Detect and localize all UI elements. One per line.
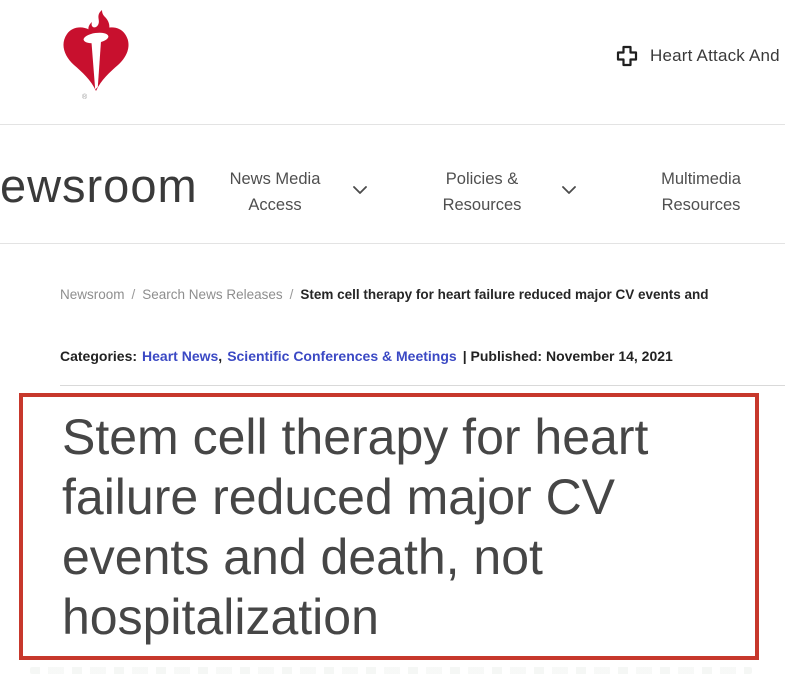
- header-divider: [0, 124, 785, 125]
- site-title[interactable]: Newsroom: [0, 159, 198, 212]
- breadcrumb-separator: /: [131, 287, 136, 302]
- annotation-highlight-box: [19, 393, 759, 660]
- nav-item-news-media-access[interactable]: News Media Access: [195, 166, 355, 218]
- cut-off-text: [30, 667, 752, 674]
- published-date: | Published: November 14, 2021: [462, 348, 673, 364]
- aha-logo[interactable]: ®: [62, 9, 130, 101]
- chevron-down-icon: [353, 186, 367, 194]
- breadcrumb-link-search-news-releases[interactable]: Search News Releases: [142, 287, 283, 302]
- nav-item-policies-resources[interactable]: Policies & Resources: [402, 166, 562, 218]
- chevron-down-icon: [562, 186, 576, 194]
- breadcrumb-separator: /: [289, 287, 294, 302]
- nav-item-label: Policies & Resources: [442, 170, 522, 214]
- article-meta: Categories: Heart News, Scientific Confere…: [60, 348, 673, 364]
- medical-cross-icon: [616, 45, 638, 67]
- categories-label: Categories:: [60, 348, 138, 364]
- nav-item-multimedia-resources[interactable]: Multimedia Resources: [621, 166, 781, 218]
- utility-label: Heart Attack And: [650, 46, 780, 65]
- svg-text:®: ®: [82, 93, 88, 101]
- nav-item-label: Multimedia Resources: [661, 170, 741, 214]
- article-title: Stem cell therapy for heart failure redu…: [62, 409, 649, 645]
- category-link-scientific-conferences-meetings[interactable]: Scientific Conferences & Meetings: [227, 348, 457, 364]
- category-link-heart-news[interactable]: Heart News: [142, 348, 219, 364]
- nav-divider: [0, 243, 785, 244]
- comma: ,: [218, 348, 223, 364]
- nav-item-label: News Media Access: [229, 170, 321, 214]
- breadcrumb: Newsroom / Search News Releases / Stem cell …: [60, 287, 709, 302]
- article-top-divider: [60, 385, 785, 386]
- utility-link[interactable]: Heart Attack And: [616, 44, 780, 68]
- breadcrumb-link-newsroom[interactable]: Newsroom: [60, 287, 125, 302]
- heart-torch-icon: ®: [63, 10, 129, 101]
- breadcrumb-current: Stem cell therapy for heart failure redu…: [300, 287, 709, 302]
